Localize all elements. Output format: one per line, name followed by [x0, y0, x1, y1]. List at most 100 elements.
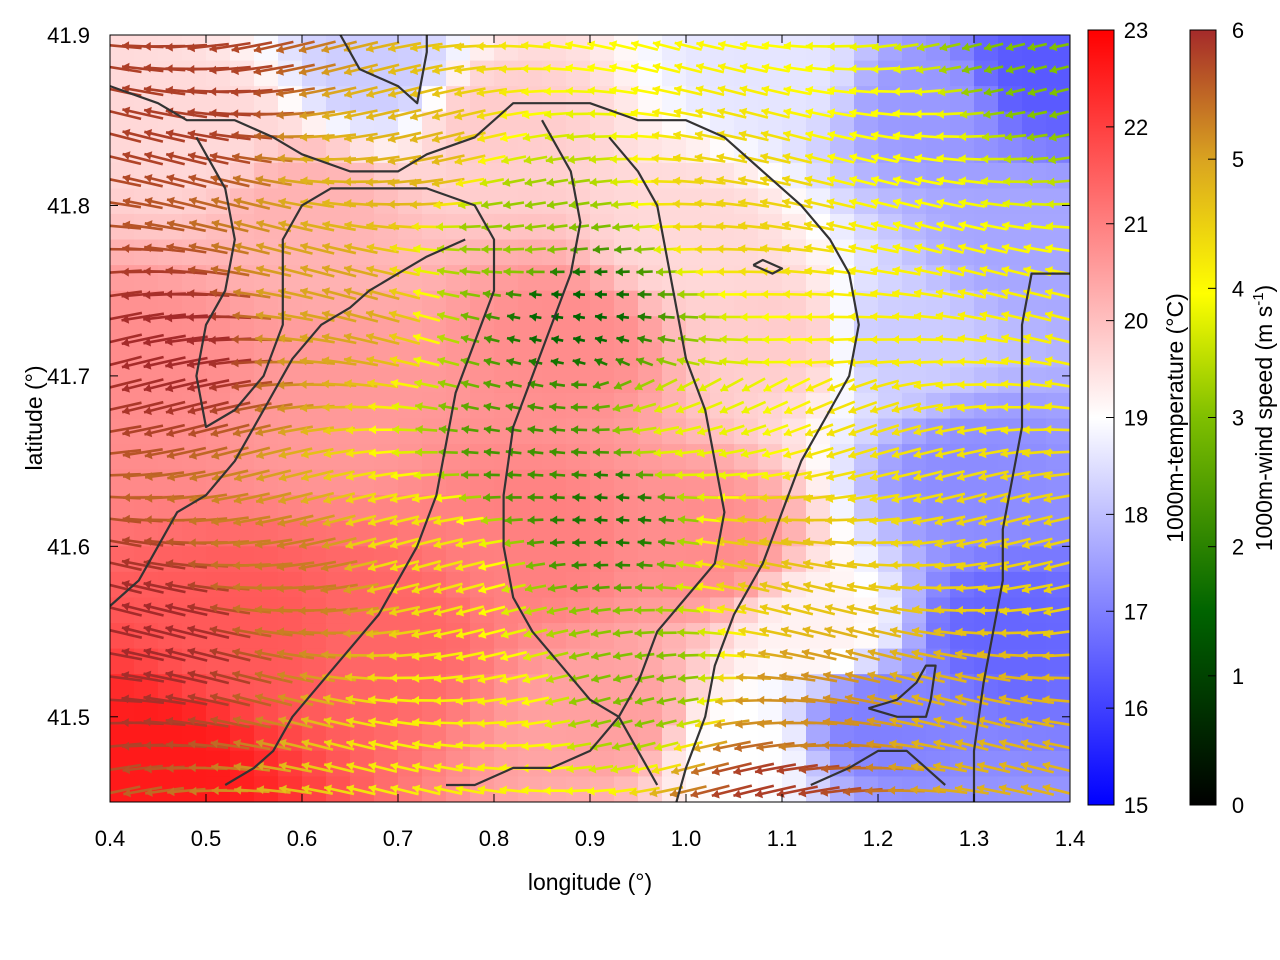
- wind-arrow: [911, 648, 945, 661]
- heatmap-cell: [1046, 60, 1070, 87]
- wind-arrow: [477, 650, 506, 662]
- heatmap-cell: [638, 444, 663, 471]
- wind-arrow: [110, 742, 142, 748]
- heatmap-cell: [734, 265, 759, 292]
- wind-arrow: [567, 742, 592, 751]
- heatmap-cell: [1046, 444, 1070, 471]
- colorbar-tick-label: 23: [1124, 18, 1148, 43]
- heatmap-cell: [974, 60, 999, 87]
- heatmap-cell: [494, 444, 519, 471]
- wind-arrow: [254, 693, 293, 707]
- wind-arrow: [566, 764, 592, 774]
- heatmap-cell: [926, 367, 951, 394]
- wind-arrow: [277, 671, 314, 683]
- heatmap-cell: [398, 444, 423, 471]
- wind-arrow: [455, 674, 485, 684]
- wind-arrow: [733, 762, 775, 776]
- wind-arrow: [711, 762, 752, 776]
- wind-arrow: [342, 606, 379, 617]
- wind-arrow: [955, 738, 989, 751]
- heatmap-cell: [686, 265, 711, 292]
- heatmap-cell: [710, 162, 735, 189]
- wind-arrow: [845, 648, 881, 661]
- heatmap-cell: [614, 495, 639, 522]
- heatmap-cell: [590, 750, 615, 778]
- wind-arrow: [954, 761, 989, 773]
- colorbar-tick-label: 19: [1124, 406, 1148, 431]
- heatmap-cell: [590, 495, 615, 522]
- wind-arrow: [523, 628, 548, 639]
- heatmap-cell: [590, 469, 615, 496]
- heatmap-cell: [374, 418, 399, 445]
- wind-arrow: [234, 785, 270, 795]
- heatmap-cell: [398, 188, 423, 215]
- wind-arrow: [568, 696, 590, 706]
- heatmap-cell: [518, 35, 543, 62]
- heatmap-cell: [686, 444, 711, 471]
- heatmap-cell: [518, 265, 543, 292]
- heatmap-cell: [806, 60, 831, 87]
- wind-arrow: [477, 697, 507, 706]
- heatmap-cell: [470, 469, 495, 496]
- heatmap-cell: [230, 571, 255, 599]
- wind-arrow: [612, 651, 633, 661]
- wind-arrow: [631, 763, 658, 774]
- wind-arrow: [820, 786, 862, 797]
- heatmap-cell: [614, 546, 639, 573]
- wind-arrow: [499, 719, 529, 729]
- wind-arrow: [389, 651, 420, 661]
- wind-arrow: [867, 671, 902, 684]
- wind-arrow: [587, 786, 615, 796]
- wind-arrow: [187, 647, 230, 662]
- heatmap-cell: [422, 648, 447, 675]
- wind-arrow: [544, 719, 571, 729]
- wind-arrow: [143, 624, 186, 640]
- heatmap-cell: [878, 162, 903, 189]
- wind-arrow: [1020, 738, 1055, 751]
- heatmap-cell: [806, 239, 831, 266]
- heatmap-cell: [662, 162, 687, 189]
- wind-arrow: [165, 693, 208, 706]
- heatmap-cell: [638, 546, 663, 573]
- wind-arrow: [322, 694, 356, 705]
- heatmap-cell: [470, 265, 495, 292]
- heatmap-cell: [662, 546, 687, 573]
- wind-arrow: [298, 649, 336, 659]
- heatmap-cell: [518, 418, 543, 445]
- wind-arrow: [677, 696, 699, 706]
- wind-arrow: [209, 647, 251, 662]
- heatmap-cell: [566, 239, 591, 266]
- wind-arrow: [1042, 761, 1070, 773]
- y-tick-label: 41.7: [47, 364, 90, 389]
- heatmap-cell: [590, 162, 615, 189]
- wind-arrow: [143, 602, 186, 617]
- heatmap-cell: [470, 750, 495, 778]
- heatmap-cell: [758, 444, 783, 471]
- heatmap-cell: [686, 648, 711, 675]
- heatmap-cell: [110, 60, 135, 87]
- wind-arrow: [1042, 651, 1070, 661]
- heatmap-cell: [950, 623, 975, 650]
- wind-arrow: [888, 762, 925, 772]
- wind-arrow: [612, 674, 633, 683]
- wind-arrow: [477, 673, 507, 684]
- heatmap-cell: [230, 60, 255, 87]
- wind-arrow: [110, 652, 143, 661]
- wind-arrow: [388, 629, 421, 639]
- wind-arrow: [187, 693, 229, 707]
- heatmap-cell: [902, 60, 927, 87]
- heatmap-cell: [470, 60, 495, 87]
- heatmap-cell: [110, 239, 135, 266]
- heatmap-cell: [206, 86, 231, 113]
- heatmap-cell: [470, 418, 495, 445]
- heatmap-cell: [518, 750, 543, 778]
- heatmap-cell: [398, 648, 423, 675]
- heatmap-cell: [542, 444, 567, 471]
- wind-arrow: [367, 695, 398, 705]
- heatmap-cell: [518, 546, 543, 573]
- heatmap-cell: [374, 162, 399, 189]
- wind-arrow: [800, 718, 838, 727]
- heatmap-cell: [878, 750, 903, 778]
- heatmap-cell: [182, 750, 207, 778]
- wind-arrow: [677, 673, 699, 683]
